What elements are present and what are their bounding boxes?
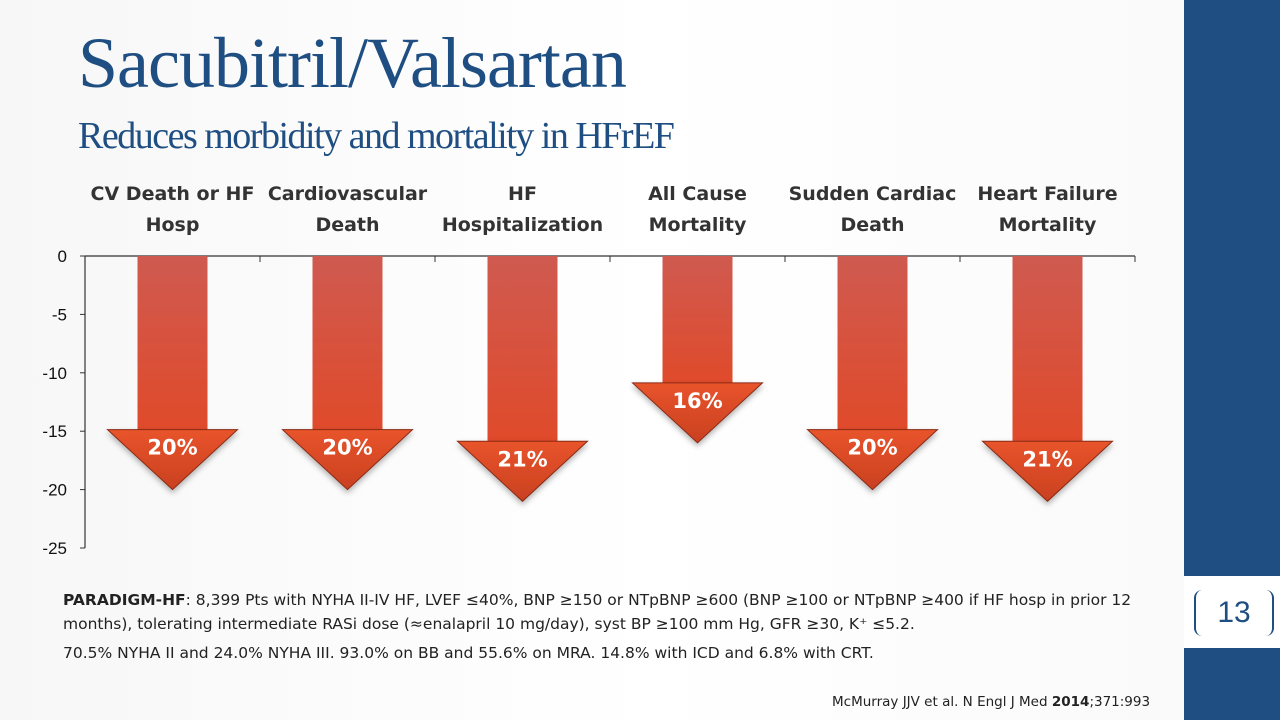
slide-title: Sacubitril/Valsartan (78, 23, 627, 103)
y-tick-label: -5 (52, 305, 67, 324)
arrow-bar: 21% (981, 256, 1114, 502)
study-description: PARADIGM-HF: 8,399 Pts with NYHA II-IV H… (63, 588, 1163, 636)
arrow-head (631, 382, 764, 444)
category-label: Cardiovascular (268, 183, 428, 205)
category-label: Mortality (999, 214, 1097, 236)
y-tick-label: -25 (42, 539, 67, 558)
slide-subtitle: Reduces morbidity and mortality in HFrEF (78, 115, 675, 157)
arrow-shaft (312, 256, 383, 432)
arrow-head (106, 429, 239, 491)
arrow-bar: 16% (631, 256, 764, 444)
page-number-box (1184, 576, 1280, 648)
arrow-shaft (1012, 256, 1083, 444)
arrow-shaft (487, 256, 558, 444)
arrow-bar: 20% (806, 256, 939, 491)
category-label: Hospitalization (442, 214, 603, 236)
y-tick-label: -15 (42, 422, 67, 441)
category-label: Hosp (146, 214, 200, 236)
category-label: All Cause (648, 183, 747, 205)
category-label: Mortality (649, 214, 747, 236)
arrow-bar: 20% (281, 256, 414, 491)
y-tick-label: -20 (42, 481, 67, 500)
data-label: 20% (147, 436, 197, 460)
citation: McMurray JJV et al. N Engl J Med 2014;37… (832, 694, 1150, 710)
study-baseline: 70.5% NYHA II and 24.0% NYHA III. 93.0% … (63, 644, 874, 662)
category-labels: CV Death or HF Hosp Cardiovascular Death HF H… (91, 183, 1118, 236)
category-label: HF (508, 183, 537, 205)
category-label: Death (840, 214, 904, 236)
arrow-head (806, 429, 939, 491)
citation-year: 2014 (1051, 694, 1090, 710)
y-axis: 0 -5 -10 -15 -20 -25 (42, 247, 1136, 558)
category-label: Heart Failure (977, 183, 1117, 205)
category-label: Sudden Cardiac (789, 183, 957, 205)
category-label: CV Death or HF (91, 183, 255, 205)
arrow-head (981, 440, 1114, 502)
data-label: 21% (497, 447, 547, 471)
data-label: 21% (1022, 447, 1072, 471)
arrow-head (456, 440, 589, 502)
study-criteria: : 8,399 Pts with NYHA II-IV HF, LVEF ≤40… (63, 591, 1132, 633)
y-tick-label: 0 (58, 247, 67, 266)
arrow-head (281, 429, 414, 491)
page-number: 13 (1194, 590, 1274, 636)
arrow-bar: 21% (456, 256, 589, 502)
data-label: 20% (322, 436, 372, 460)
citation-volume: ;371:993 (1089, 694, 1151, 710)
arrow-shaft (662, 256, 733, 385)
study-name: PARADIGM-HF (63, 591, 186, 609)
y-tick-label: -10 (42, 364, 67, 383)
arrow-bar: 20% (106, 256, 239, 491)
data-label: 20% (847, 436, 897, 460)
reduction-arrow-chart: CV Death or HF Hosp Cardiovascular Death HF H… (42, 183, 1136, 558)
arrow-shaft (837, 256, 908, 432)
data-label: 16% (672, 389, 722, 413)
arrow-bars: 20% 20% 21% 16% 20% 21% (106, 256, 1114, 502)
category-label: Death (315, 214, 379, 236)
citation-authors: McMurray JJV et al. N Engl J Med (832, 694, 1052, 710)
arrow-shaft (137, 256, 208, 432)
